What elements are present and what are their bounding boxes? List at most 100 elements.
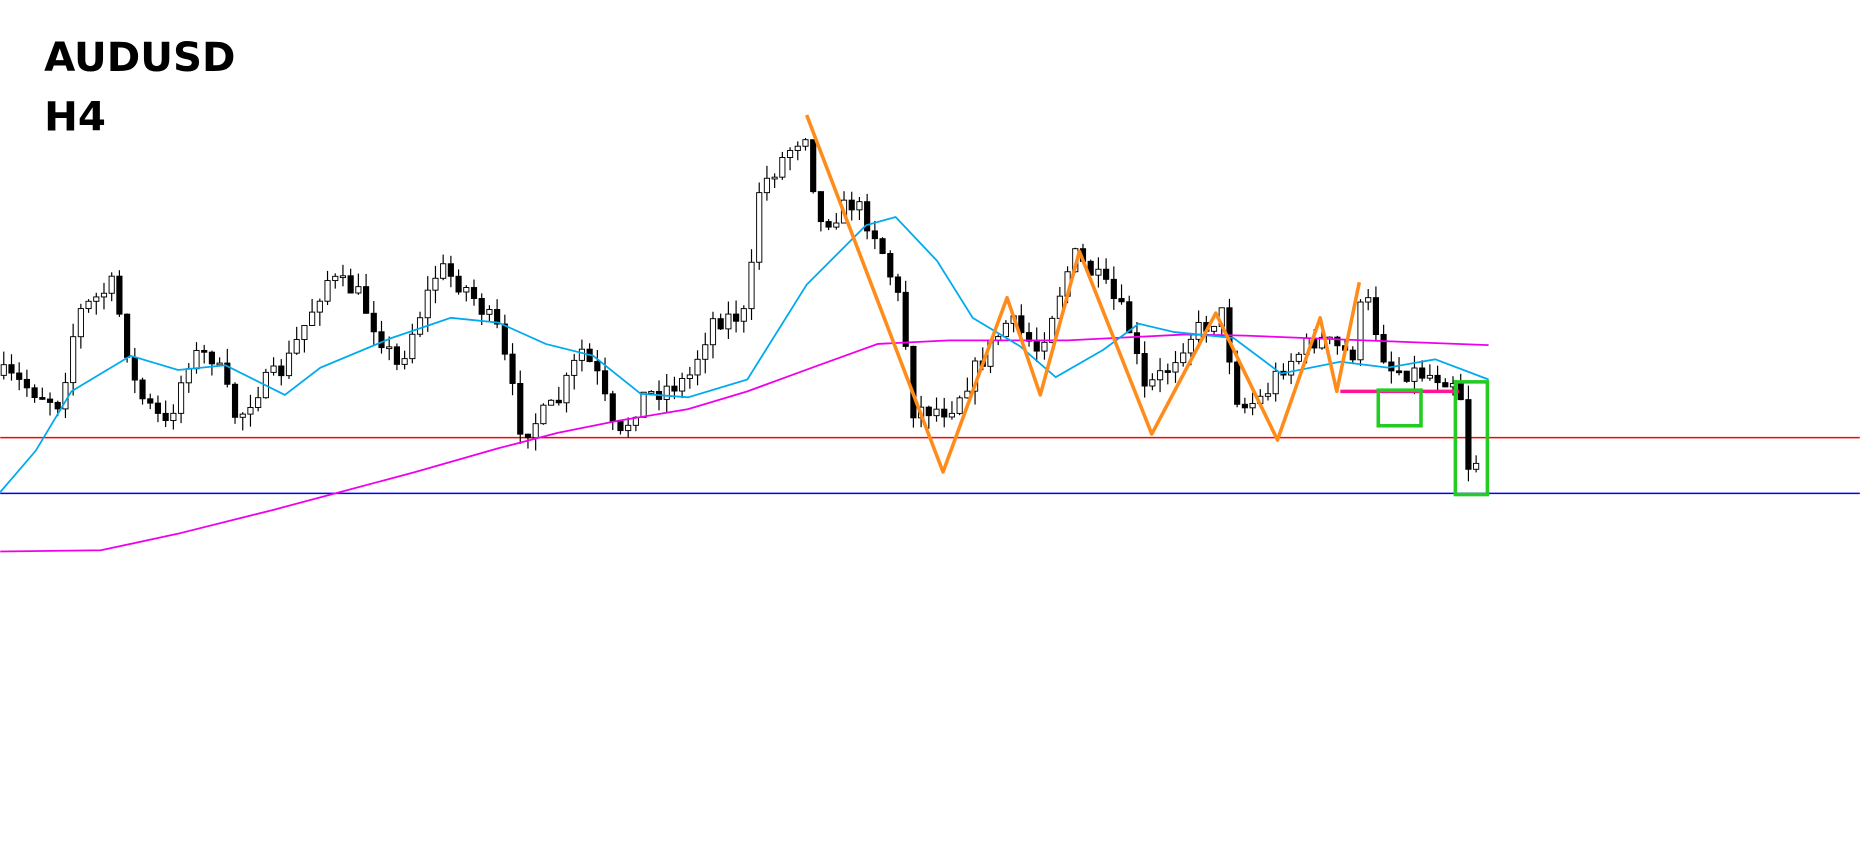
candle-body — [116, 275, 123, 315]
candle-body — [625, 424, 632, 432]
candle-body — [1434, 374, 1441, 384]
candle-body — [717, 318, 724, 330]
candle-body — [440, 263, 447, 279]
candle-body — [1288, 360, 1295, 376]
candle-body — [8, 364, 15, 374]
candle-body — [517, 383, 524, 435]
candle-body — [77, 308, 84, 338]
candle-body — [794, 145, 801, 152]
candle-body — [1465, 399, 1472, 470]
candle-body — [702, 344, 709, 360]
candle-body — [362, 286, 370, 314]
candle-body — [887, 253, 894, 278]
candle-body — [416, 317, 424, 335]
candle-body — [332, 275, 339, 282]
candle-body — [208, 351, 215, 365]
highlight-box — [1376, 388, 1423, 428]
candle-body — [1365, 297, 1372, 303]
candle-body — [571, 359, 578, 376]
candle-body — [23, 378, 30, 389]
candle-body — [948, 412, 956, 418]
candle-body — [1110, 278, 1117, 300]
candle-body — [733, 313, 740, 322]
candle-body — [1249, 402, 1256, 409]
candle-body — [16, 372, 23, 380]
candle-body — [1395, 370, 1403, 374]
candle-body — [1272, 370, 1279, 395]
candle-body — [532, 423, 539, 439]
candle-body — [470, 287, 478, 299]
candle-body — [1372, 297, 1380, 335]
candle-body — [1049, 317, 1056, 343]
candle-body — [640, 391, 647, 418]
candle-body — [501, 323, 508, 355]
candle-body — [925, 406, 932, 417]
candle-body — [648, 390, 655, 394]
candle-body — [278, 365, 285, 377]
candle-body — [393, 346, 400, 365]
candle-body — [39, 397, 46, 400]
candle-body — [825, 221, 832, 228]
candle-body — [763, 177, 771, 194]
candle-body — [409, 333, 416, 360]
candle-body — [617, 420, 624, 432]
candle-body — [856, 201, 863, 211]
candle-body — [694, 358, 701, 376]
candle-body — [1095, 268, 1102, 276]
candle-body — [54, 401, 61, 410]
candle-body — [1295, 353, 1302, 362]
candle-body — [910, 345, 917, 419]
candle-body — [432, 277, 439, 291]
candle-body — [779, 157, 786, 178]
candle-body — [555, 399, 562, 404]
candle-body — [594, 361, 601, 372]
candle-body — [339, 275, 347, 279]
candle-body — [93, 296, 100, 302]
candle-body — [1164, 370, 1171, 373]
candle-body — [548, 399, 555, 406]
candle-body — [401, 358, 408, 365]
candle-body — [1156, 370, 1164, 381]
moving-average-slow — [0, 333, 1489, 553]
candle-body — [1473, 462, 1480, 470]
candle-body — [1126, 301, 1133, 334]
candle-body — [124, 313, 131, 358]
candle-body — [671, 385, 678, 392]
candle-body — [902, 291, 909, 347]
moving-average-fast — [0, 216, 1489, 493]
candle-body — [956, 397, 963, 414]
candle-body — [1018, 315, 1025, 334]
candle-body — [786, 150, 794, 158]
candle-body — [563, 374, 570, 404]
candle-body — [100, 292, 108, 298]
candle-body — [1234, 361, 1241, 405]
candle-body — [31, 387, 38, 399]
candle-body — [740, 308, 747, 322]
candle-body — [601, 370, 609, 395]
candle-body — [324, 280, 331, 302]
candle-body — [1380, 334, 1387, 363]
candle-body — [1419, 367, 1426, 379]
candle-body — [108, 275, 115, 294]
candle-body — [1426, 374, 1433, 379]
candle-body — [578, 348, 586, 361]
candle-body — [748, 261, 755, 310]
candle-body — [131, 356, 138, 381]
candle-body — [301, 325, 308, 341]
candle-body — [1411, 367, 1418, 382]
candle-body — [355, 286, 362, 294]
candle-body — [879, 238, 886, 254]
candle-body — [1103, 268, 1110, 280]
candle-body — [756, 192, 763, 263]
candle-body — [85, 300, 92, 310]
candle-body — [817, 191, 824, 223]
candle-body — [239, 413, 246, 418]
candle-body — [309, 311, 316, 326]
candle-body — [139, 379, 146, 400]
candle-body — [285, 352, 293, 377]
candle-body — [455, 275, 462, 293]
candle-body — [864, 201, 871, 232]
candle-body — [70, 336, 77, 384]
candle-body — [933, 408, 940, 417]
candle-body — [810, 139, 817, 193]
